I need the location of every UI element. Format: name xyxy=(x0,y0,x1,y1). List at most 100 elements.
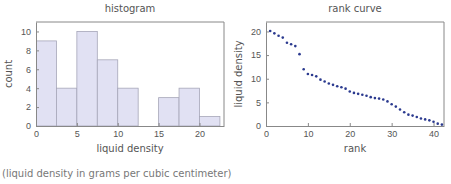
y-tick-mark xyxy=(266,55,269,56)
y-tick-mark xyxy=(36,69,39,70)
frame xyxy=(266,22,444,23)
point xyxy=(411,114,414,117)
y-tick: 2 xyxy=(26,102,39,112)
point xyxy=(386,100,389,103)
bar xyxy=(159,98,179,126)
point xyxy=(436,122,439,125)
y-tick-mark xyxy=(266,126,269,127)
point xyxy=(357,93,360,96)
y-tick-label: 6 xyxy=(26,65,31,75)
point xyxy=(399,108,402,111)
x-tick: 10 xyxy=(303,123,313,139)
point xyxy=(365,94,368,97)
point xyxy=(323,80,326,83)
bar xyxy=(97,60,117,126)
x-label: liquid density xyxy=(96,143,163,154)
x-tick-label: 0 xyxy=(34,129,39,139)
y-tick: 4 xyxy=(26,84,39,94)
x-tick-label: 20 xyxy=(195,129,205,139)
y-tick-mark xyxy=(36,50,39,51)
point xyxy=(415,116,418,119)
frame xyxy=(444,22,445,126)
point xyxy=(315,75,318,78)
x-tick-mark xyxy=(350,123,351,126)
panel: 01020304005101520rank curverankliquid de… xyxy=(233,3,445,154)
bar xyxy=(179,88,199,126)
y-tick-label: 10 xyxy=(251,74,261,84)
y-tick-label: 2 xyxy=(26,102,31,112)
x-tick-mark xyxy=(159,123,160,126)
y-tick: 20 xyxy=(251,27,269,37)
point xyxy=(353,92,356,95)
panel: 051015200246810histogramliquid densityco… xyxy=(3,3,225,154)
y-tick: 5 xyxy=(256,98,269,108)
y-axis-line xyxy=(36,23,37,127)
y-tick-label: 20 xyxy=(251,27,261,37)
x-tick: 40 xyxy=(429,123,439,139)
point xyxy=(344,87,347,90)
bar xyxy=(199,117,219,126)
point xyxy=(374,97,377,100)
x-tick-mark xyxy=(434,123,435,126)
point xyxy=(302,68,305,71)
y-tick-label: 5 xyxy=(256,98,261,108)
x-tick-label: 10 xyxy=(113,129,123,139)
plot-area xyxy=(269,30,443,126)
y-tick-label: 0 xyxy=(26,121,31,131)
x-axis: 05101520 xyxy=(34,123,225,139)
x-tick: 20 xyxy=(345,123,355,139)
x-axis-line xyxy=(37,126,225,127)
point xyxy=(403,111,406,114)
x-tick-label: 30 xyxy=(387,129,397,139)
point xyxy=(277,34,280,37)
y-tick-label: 8 xyxy=(26,46,31,56)
point xyxy=(269,30,272,33)
point xyxy=(281,36,284,39)
y-tick-mark xyxy=(266,102,269,103)
point xyxy=(420,117,423,120)
point xyxy=(294,45,297,48)
x-axis-line xyxy=(267,126,445,127)
point xyxy=(298,53,301,56)
point xyxy=(286,42,289,45)
y-axis-line xyxy=(266,23,267,127)
x-tick-label: 0 xyxy=(264,129,269,139)
point xyxy=(390,103,393,106)
point xyxy=(428,119,431,122)
y-tick: 10 xyxy=(21,27,39,37)
point xyxy=(395,105,398,108)
y-tick-label: 0 xyxy=(256,121,261,131)
y-tick: 0 xyxy=(26,121,39,131)
y-label: liquid density xyxy=(233,40,244,107)
point xyxy=(382,98,385,101)
x-tick-label: 5 xyxy=(75,129,80,139)
y-tick: 8 xyxy=(26,46,39,56)
x-tick-label: 10 xyxy=(303,129,313,139)
caption: (liquid density in grams per cubic centi… xyxy=(2,168,231,179)
x-axis: 0 10 20 30 40 xyxy=(264,123,445,139)
x-tick-mark xyxy=(392,123,393,126)
y-tick-label: 10 xyxy=(21,27,31,37)
point xyxy=(311,74,314,77)
point xyxy=(336,85,339,88)
point xyxy=(290,43,293,46)
point xyxy=(273,32,276,35)
point xyxy=(332,84,335,87)
y-tick: 0 xyxy=(256,121,269,131)
point xyxy=(432,120,435,123)
bar xyxy=(77,31,97,126)
point xyxy=(319,78,322,81)
point xyxy=(328,82,331,85)
chart-root: 051015200246810histogramliquid densityco… xyxy=(0,0,451,184)
x-tick-label: 20 xyxy=(345,129,355,139)
y-tick-mark xyxy=(266,79,269,80)
title: rank curve xyxy=(328,3,382,14)
bar xyxy=(36,41,56,126)
x-tick-mark xyxy=(77,123,78,126)
x-tick-mark xyxy=(308,123,309,126)
point xyxy=(424,118,427,121)
x-tick: 5 xyxy=(75,123,80,139)
bar xyxy=(118,88,138,126)
y-tick-mark xyxy=(266,31,269,32)
point xyxy=(441,123,444,126)
